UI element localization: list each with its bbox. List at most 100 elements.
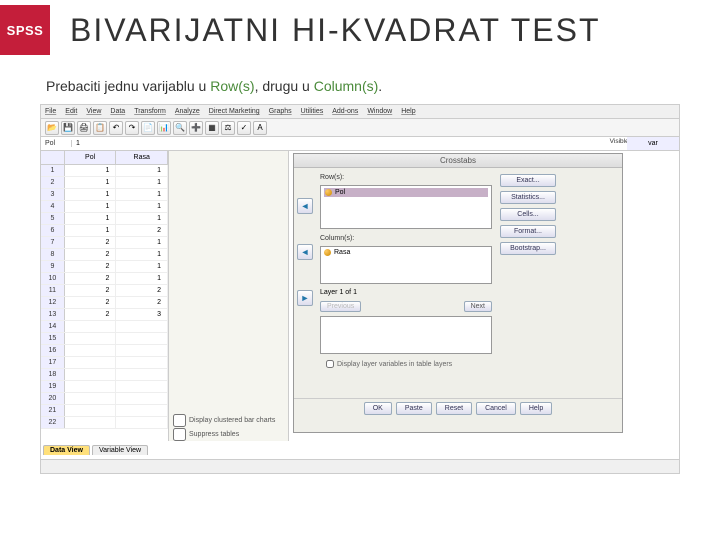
cell[interactable] <box>65 333 117 344</box>
cell[interactable]: 1 <box>65 213 117 224</box>
insert-icon[interactable]: ➕ <box>189 121 203 135</box>
cell[interactable]: 1 <box>65 177 117 188</box>
cell[interactable] <box>116 321 168 332</box>
save-icon[interactable]: 💾 <box>61 121 75 135</box>
menu-view[interactable]: View <box>86 108 101 115</box>
cell[interactable] <box>116 357 168 368</box>
suppress-tables-checkbox[interactable] <box>173 428 186 441</box>
cell[interactable] <box>116 345 168 356</box>
col-rasa[interactable]: Rasa <box>116 151 168 164</box>
cell[interactable]: 2 <box>65 309 117 320</box>
menu-analyze[interactable]: Analyze <box>175 108 200 115</box>
cell[interactable]: 2 <box>116 285 168 296</box>
bootstrap-button[interactable]: Bootstrap... <box>500 242 556 255</box>
cell[interactable]: 1 <box>65 225 117 236</box>
row-number[interactable]: 17 <box>41 357 65 368</box>
cell[interactable] <box>116 417 168 428</box>
rows-listbox[interactable]: Pol <box>320 185 492 229</box>
tab-data-view[interactable]: Data View <box>43 445 90 455</box>
menu-transform[interactable]: Transform <box>134 108 166 115</box>
reset-button[interactable]: Reset <box>436 402 472 415</box>
help-button[interactable]: Help <box>520 402 552 415</box>
row-number[interactable]: 1 <box>41 165 65 176</box>
cell[interactable] <box>65 393 117 404</box>
label-icon[interactable]: A <box>253 121 267 135</box>
cell[interactable]: 1 <box>116 165 168 176</box>
row-number[interactable]: 20 <box>41 393 65 404</box>
cell[interactable]: 2 <box>65 273 117 284</box>
previous-button[interactable]: Previous <box>320 301 361 312</box>
cell[interactable]: 1 <box>65 165 117 176</box>
menu-data[interactable]: Data <box>110 108 125 115</box>
cancel-button[interactable]: Cancel <box>476 402 516 415</box>
cell[interactable]: 2 <box>65 237 117 248</box>
cell[interactable]: 1 <box>116 237 168 248</box>
cell[interactable]: 2 <box>116 297 168 308</box>
row-number[interactable]: 12 <box>41 297 65 308</box>
cell[interactable] <box>116 405 168 416</box>
row-number[interactable]: 16 <box>41 345 65 356</box>
cell-value[interactable]: 1 <box>71 140 111 147</box>
cell[interactable]: 1 <box>116 213 168 224</box>
row-number[interactable]: 22 <box>41 417 65 428</box>
move-to-layer-button[interactable]: ► <box>297 290 313 306</box>
statistics-button[interactable]: Statistics... <box>500 191 556 204</box>
row-number[interactable]: 15 <box>41 333 65 344</box>
undo-icon[interactable]: ↶ <box>109 121 123 135</box>
recall-icon[interactable]: 📋 <box>93 121 107 135</box>
row-number[interactable]: 13 <box>41 309 65 320</box>
menu-help[interactable]: Help <box>401 108 415 115</box>
paste-button[interactable]: Paste <box>396 402 432 415</box>
cell[interactable]: 2 <box>65 261 117 272</box>
row-number[interactable]: 10 <box>41 273 65 284</box>
row-number[interactable]: 6 <box>41 225 65 236</box>
menu-addons[interactable]: Add-ons <box>332 108 358 115</box>
cell[interactable]: 1 <box>116 273 168 284</box>
row-number[interactable]: 8 <box>41 249 65 260</box>
cell[interactable] <box>116 381 168 392</box>
redo-icon[interactable]: ↷ <box>125 121 139 135</box>
row-number[interactable]: 4 <box>41 201 65 212</box>
row-number[interactable]: 2 <box>41 177 65 188</box>
cell[interactable]: 1 <box>116 177 168 188</box>
row-number[interactable]: 19 <box>41 381 65 392</box>
open-icon[interactable]: 📂 <box>45 121 59 135</box>
cell[interactable] <box>116 393 168 404</box>
menu-directmarketing[interactable]: Direct Marketing <box>209 108 260 115</box>
menu-utilities[interactable]: Utilities <box>301 108 324 115</box>
exact-button[interactable]: Exact... <box>500 174 556 187</box>
cell[interactable]: 1 <box>116 201 168 212</box>
next-button[interactable]: Next <box>464 301 492 312</box>
format-button[interactable]: Format... <box>500 225 556 238</box>
cell[interactable]: 1 <box>65 201 117 212</box>
row-number[interactable]: 21 <box>41 405 65 416</box>
row-number[interactable]: 5 <box>41 213 65 224</box>
goto-icon[interactable]: 📄 <box>141 121 155 135</box>
row-number[interactable]: 3 <box>41 189 65 200</box>
cells-button[interactable]: Cells... <box>500 208 556 221</box>
print-icon[interactable]: 🖨 <box>77 121 91 135</box>
cell[interactable] <box>65 345 117 356</box>
cell[interactable]: 1 <box>116 249 168 260</box>
cell[interactable]: 2 <box>65 285 117 296</box>
cell[interactable]: 2 <box>65 297 117 308</box>
menu-edit[interactable]: Edit <box>65 108 77 115</box>
cell[interactable] <box>65 369 117 380</box>
tab-variable-view[interactable]: Variable View <box>92 445 148 455</box>
columns-listbox[interactable]: Rasa <box>320 246 492 284</box>
row-number[interactable]: 9 <box>41 261 65 272</box>
row-number[interactable]: 18 <box>41 369 65 380</box>
clustered-bar-checkbox[interactable] <box>173 414 186 427</box>
menu-window[interactable]: Window <box>367 108 392 115</box>
cell[interactable] <box>65 417 117 428</box>
cell[interactable]: 1 <box>65 189 117 200</box>
cell[interactable]: 1 <box>116 189 168 200</box>
move-to-columns-button[interactable]: ◄ <box>297 244 313 260</box>
cell[interactable]: 3 <box>116 309 168 320</box>
row-number[interactable]: 14 <box>41 321 65 332</box>
find-icon[interactable]: 🔍 <box>173 121 187 135</box>
row-number[interactable]: 11 <box>41 285 65 296</box>
split-icon[interactable]: ▦ <box>205 121 219 135</box>
cell[interactable] <box>65 357 117 368</box>
select-icon[interactable]: ✓ <box>237 121 251 135</box>
